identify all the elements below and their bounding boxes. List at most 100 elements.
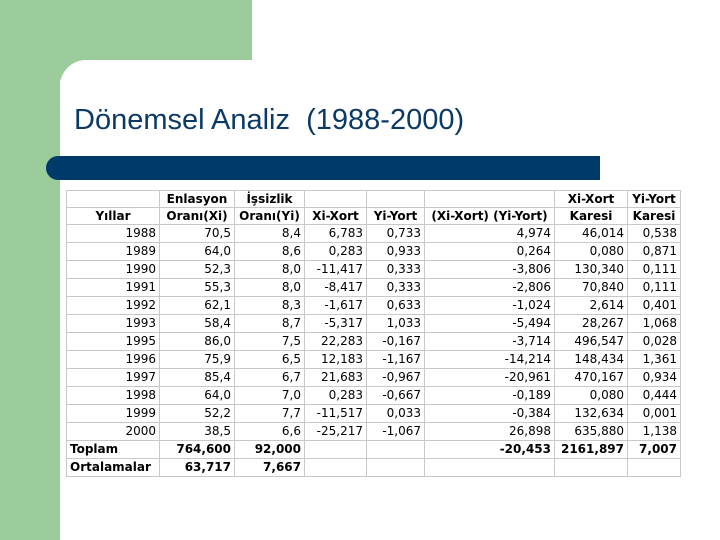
- header-cell: Xi-Xort: [304, 207, 367, 225]
- value-cell: -14,214: [424, 350, 555, 369]
- value-cell: 148,434: [554, 350, 628, 369]
- value-cell: 86,0: [159, 332, 235, 351]
- header-cell: Oranı(Yi): [234, 207, 305, 225]
- value-cell: 0,934: [627, 368, 681, 387]
- value-cell: -0,189: [424, 386, 555, 405]
- value-cell: 6,5: [234, 350, 305, 369]
- year-cell: 1995: [66, 332, 160, 351]
- table-row: 1999 52,2 7,7 -11,517 0,033 -0,384 132,634 0,00…: [66, 404, 681, 423]
- table-row: 1990 52,3 8,0 -11,417 0,333 -3,806 130,340 0,11…: [66, 260, 681, 279]
- value-cell: 64,0: [159, 386, 235, 405]
- value-cell: -20,961: [424, 368, 555, 387]
- value-cell: 85,4: [159, 368, 235, 387]
- year-cell: 1996: [66, 350, 160, 369]
- header-cell: Xi-Xort: [554, 190, 628, 208]
- slide-title: Dönemsel Analiz (1988-2000): [74, 104, 465, 136]
- value-cell: -2,806: [424, 278, 555, 297]
- value-cell: -5,494: [424, 314, 555, 333]
- value-cell: 0,080: [554, 386, 628, 405]
- value-cell: -3,806: [424, 260, 555, 279]
- year-cell: 2000: [66, 422, 160, 441]
- table-row: 1992 62,1 8,3 -1,617 0,633 -1,024 2,614 0,401: [66, 296, 681, 315]
- value-cell: 8,6: [234, 242, 305, 261]
- header-cell: Karesi: [627, 207, 681, 225]
- total-cell: 764,600: [159, 440, 235, 459]
- year-cell: 1992: [66, 296, 160, 315]
- average-cell: [304, 458, 367, 477]
- value-cell: 75,9: [159, 350, 235, 369]
- header-row-1: Enlasyon İşsizlik Xi-Xort Yi-Yort: [66, 190, 681, 208]
- value-cell: 132,634: [554, 404, 628, 423]
- header-cell: İşsizlik: [234, 190, 305, 208]
- value-cell: 0,111: [627, 260, 681, 279]
- value-cell: 38,5: [159, 422, 235, 441]
- average-cell: 7,667: [234, 458, 305, 477]
- value-cell: 7,0: [234, 386, 305, 405]
- header-cell: Oranı(Xi): [159, 207, 235, 225]
- average-label: Ortalamalar: [66, 458, 160, 477]
- average-row: Ortalamalar 63,717 7,667: [66, 458, 681, 477]
- value-cell: 4,974: [424, 224, 555, 243]
- value-cell: 0,633: [366, 296, 425, 315]
- value-cell: -1,167: [366, 350, 425, 369]
- total-cell: -20,453: [424, 440, 555, 459]
- table-row: 1988 70,5 8,4 6,783 0,733 4,974 46,014 0,538: [66, 224, 681, 243]
- value-cell: 0,333: [366, 278, 425, 297]
- value-cell: 62,1: [159, 296, 235, 315]
- table-row: 1998 64,0 7,0 0,283 -0,667 -0,189 0,080 0,444: [66, 386, 681, 405]
- value-cell: 0,264: [424, 242, 555, 261]
- value-cell: 22,283: [304, 332, 367, 351]
- value-cell: -0,667: [366, 386, 425, 405]
- value-cell: -0,967: [366, 368, 425, 387]
- value-cell: 0,001: [627, 404, 681, 423]
- value-cell: -3,714: [424, 332, 555, 351]
- value-cell: 8,0: [234, 260, 305, 279]
- year-cell: 1989: [66, 242, 160, 261]
- total-cell: [304, 440, 367, 459]
- value-cell: 0,933: [366, 242, 425, 261]
- value-cell: 470,167: [554, 368, 628, 387]
- value-cell: 58,4: [159, 314, 235, 333]
- value-cell: 21,683: [304, 368, 367, 387]
- value-cell: 0,283: [304, 386, 367, 405]
- value-cell: 8,4: [234, 224, 305, 243]
- decorative-left-strip: [0, 0, 60, 540]
- header-cell: [424, 190, 555, 208]
- average-cell: [554, 458, 628, 477]
- value-cell: 2,614: [554, 296, 628, 315]
- header-cell: (Xi-Xort) (Yi-Yort): [424, 207, 555, 225]
- table-row: 1995 86,0 7,5 22,283 -0,167 -3,714 496,547 0,02…: [66, 332, 681, 351]
- value-cell: -1,024: [424, 296, 555, 315]
- value-cell: 0,283: [304, 242, 367, 261]
- value-cell: 0,080: [554, 242, 628, 261]
- header-cell: Yi-Yort: [366, 207, 425, 225]
- average-cell: [366, 458, 425, 477]
- header-cell: [366, 190, 425, 208]
- total-cell: 7,007: [627, 440, 681, 459]
- value-cell: -11,517: [304, 404, 367, 423]
- value-cell: 130,340: [554, 260, 628, 279]
- average-cell: [424, 458, 555, 477]
- value-cell: 0,333: [366, 260, 425, 279]
- value-cell: 7,7: [234, 404, 305, 423]
- value-cell: 0,033: [366, 404, 425, 423]
- value-cell: 1,033: [366, 314, 425, 333]
- analysis-table: Enlasyon İşsizlik Xi-Xort Yi-Yort Yıllar…: [66, 190, 681, 477]
- value-cell: 52,3: [159, 260, 235, 279]
- title-underline-bar: [60, 156, 600, 180]
- value-cell: -25,217: [304, 422, 367, 441]
- value-cell: 6,6: [234, 422, 305, 441]
- value-cell: -0,384: [424, 404, 555, 423]
- header-cell: Yi-Yort: [627, 190, 681, 208]
- table-body: 1988 70,5 8,4 6,783 0,733 4,974 46,014 0,538 198…: [66, 224, 681, 441]
- year-cell: 1988: [66, 224, 160, 243]
- value-cell: 0,401: [627, 296, 681, 315]
- total-cell: 2161,897: [554, 440, 628, 459]
- year-cell: 1991: [66, 278, 160, 297]
- header-cell: [66, 190, 160, 208]
- value-cell: 0,733: [366, 224, 425, 243]
- value-cell: 64,0: [159, 242, 235, 261]
- year-cell: 1999: [66, 404, 160, 423]
- header-cell: Karesi: [554, 207, 628, 225]
- value-cell: 0,111: [627, 278, 681, 297]
